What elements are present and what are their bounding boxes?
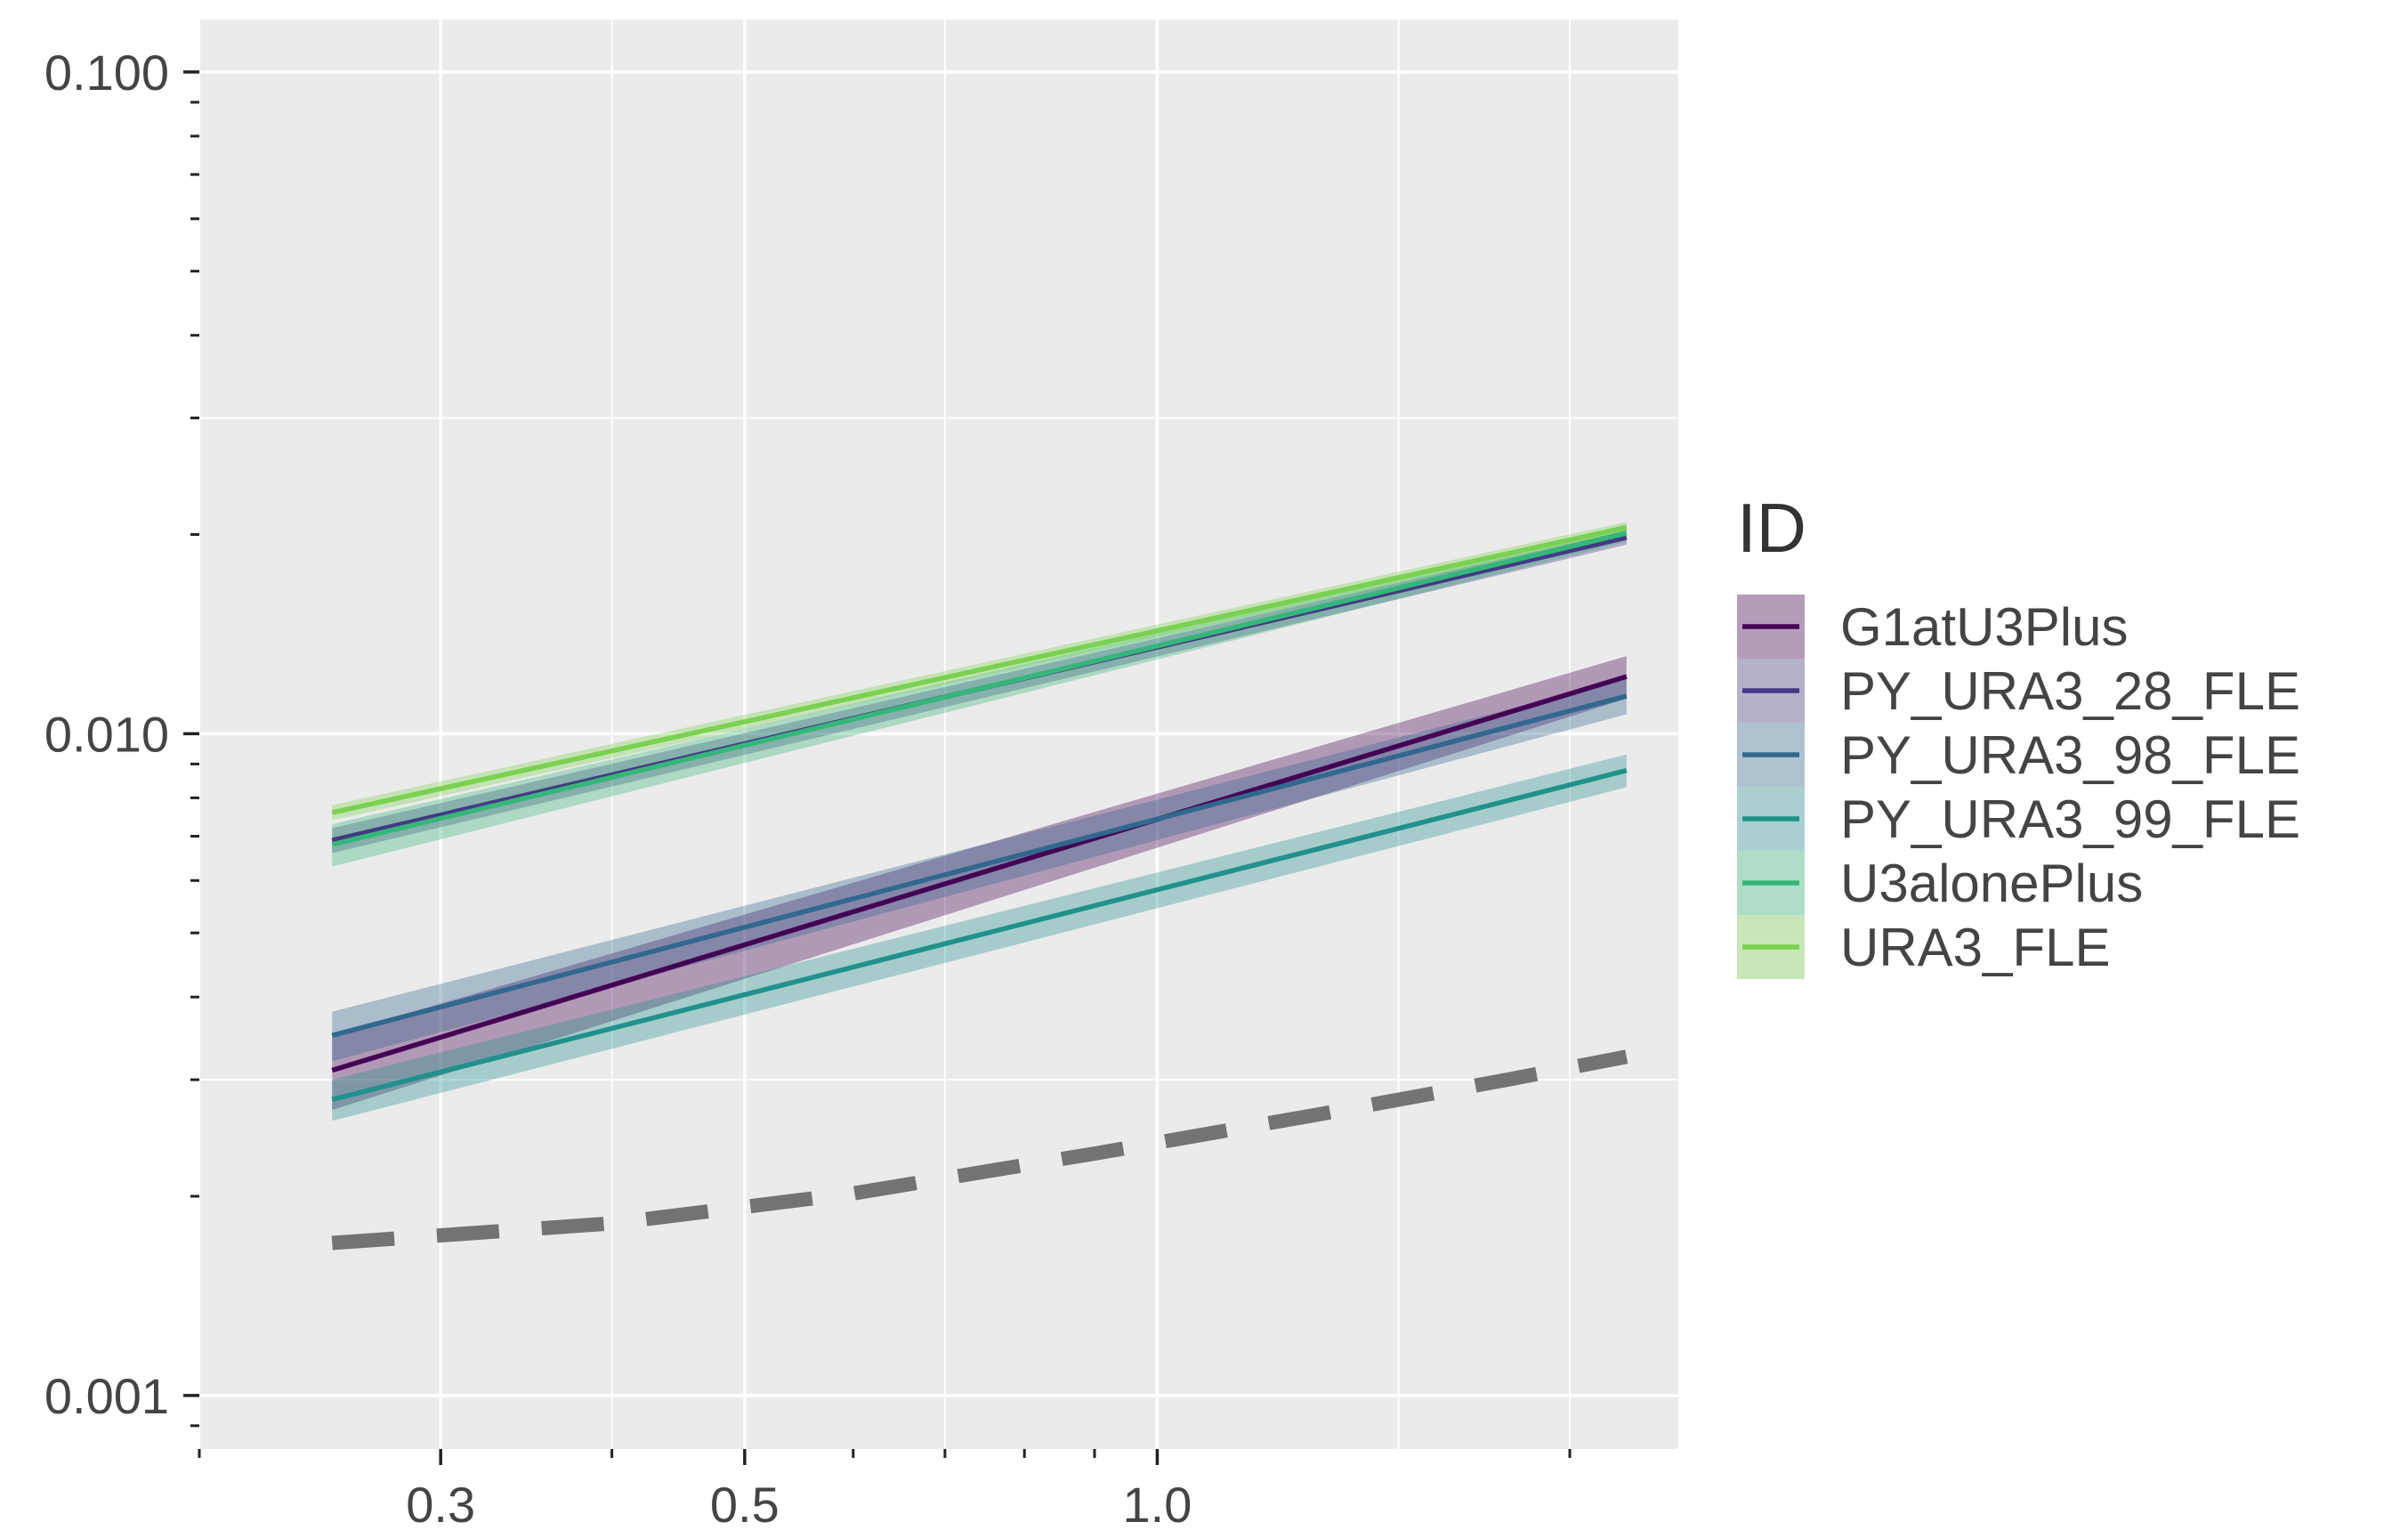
legend-title: ID bbox=[1737, 489, 1806, 567]
x-tick-label: 0.3 bbox=[406, 1477, 475, 1533]
line-ura3-fle bbox=[331, 524, 1628, 815]
legend-label: U3alonePlus bbox=[1840, 854, 2143, 913]
series-lines bbox=[331, 524, 1628, 1103]
legend-label: URA3_FLE bbox=[1840, 918, 2110, 977]
x-tick-label: 0.5 bbox=[710, 1477, 780, 1533]
y-tick-label: 0.010 bbox=[44, 706, 169, 762]
ribbon-py-ura3-99-fle bbox=[332, 754, 1627, 1121]
y-tick-label: 0.100 bbox=[44, 45, 169, 101]
line-g1atu3plus bbox=[331, 674, 1628, 1073]
reference-dashed-line bbox=[331, 1049, 1628, 1251]
line-py-ura3-99-fle bbox=[331, 767, 1628, 1103]
ribbon-g1atu3plus bbox=[332, 656, 1627, 1111]
legend-label: PY_URA3_98_FLE bbox=[1840, 725, 2300, 785]
axes: 0.001 0.010 0.100 0.3 0.5 1.0 bbox=[44, 45, 1572, 1533]
y-tick-label: 0.001 bbox=[44, 1368, 169, 1424]
legend: ID G1atU3PlusPY_URA3_28_FLEPY_URA3_98_FL… bbox=[1737, 489, 2300, 979]
line-py-ura3-98-fle bbox=[331, 693, 1628, 1038]
line-u3aloneplus bbox=[331, 530, 1628, 847]
legend-label: PY_URA3_99_FLE bbox=[1840, 789, 2300, 849]
legend-label: G1atU3Plus bbox=[1840, 597, 2129, 657]
reference-line-group bbox=[331, 1049, 1628, 1251]
x-tick-label: 1.0 bbox=[1123, 1477, 1192, 1533]
legend-label: PY_URA3_28_FLE bbox=[1840, 661, 2300, 721]
